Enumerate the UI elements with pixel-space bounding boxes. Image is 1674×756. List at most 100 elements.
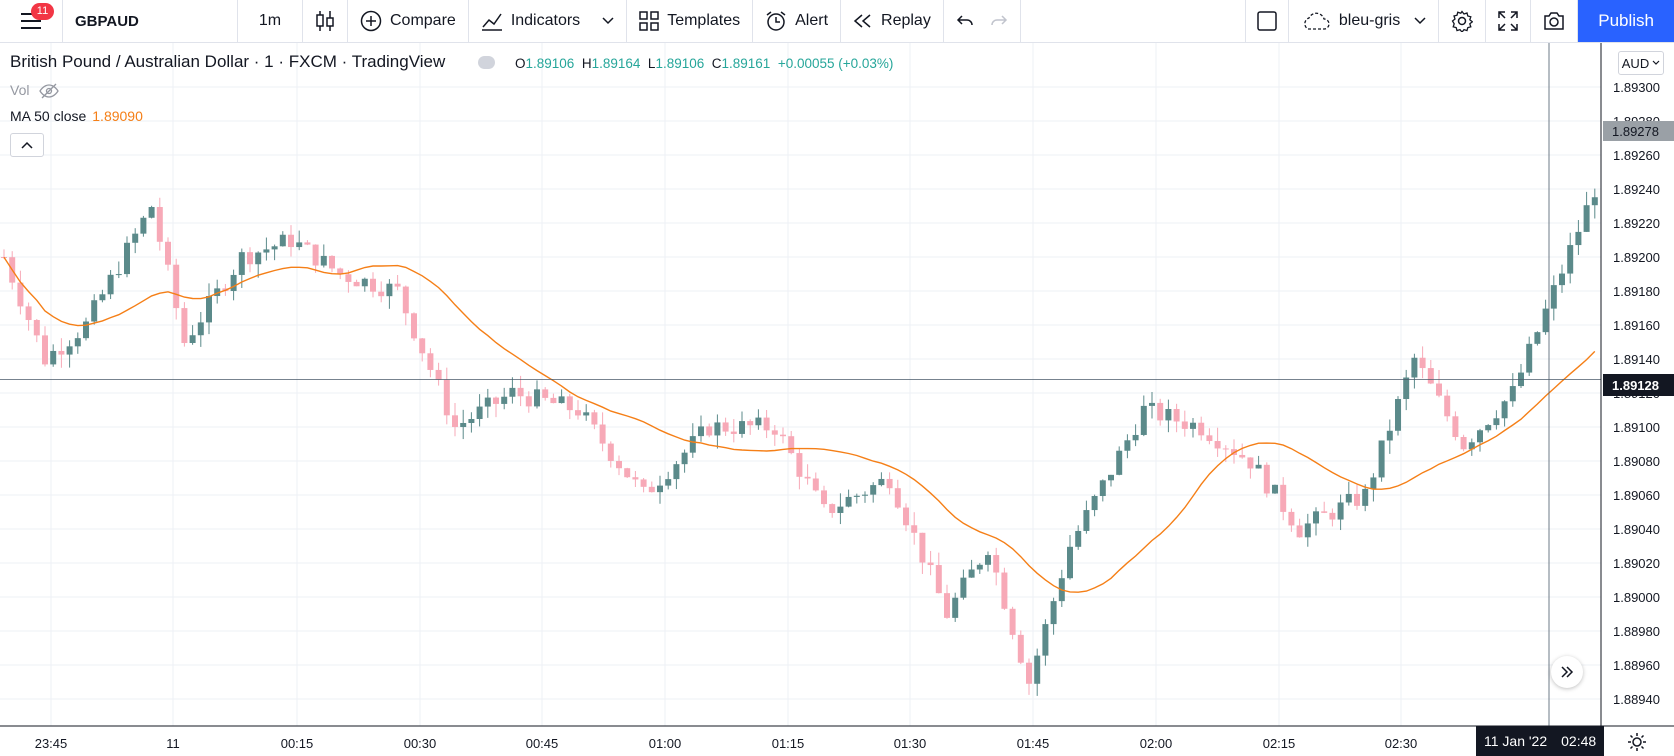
candle-body <box>1427 368 1434 384</box>
candle-body <box>903 507 909 526</box>
chevron-down-icon[interactable] <box>602 17 614 25</box>
candle-body <box>952 597 959 618</box>
sun-settings-icon <box>1628 732 1646 751</box>
candle-body <box>1091 496 1098 511</box>
candle-body <box>329 255 335 269</box>
candle-body <box>230 274 237 291</box>
candle-body <box>911 525 918 533</box>
price-tick-label: 1.89300 <box>1613 80 1660 95</box>
interval-button[interactable]: 1m <box>238 0 303 42</box>
candle-body <box>607 443 614 461</box>
candle-body <box>460 422 467 428</box>
collapse-legend-button[interactable] <box>10 133 44 157</box>
time-tick-label: 11 <box>166 736 180 751</box>
candle-body <box>566 396 573 411</box>
candle-body <box>1247 457 1254 469</box>
candle-body <box>468 419 475 423</box>
candle-body <box>1067 546 1073 579</box>
candle-body <box>894 488 901 508</box>
candle-body <box>886 478 893 489</box>
candle-body <box>435 369 442 380</box>
alert-label: Alert <box>795 12 829 29</box>
price-tick-label: 1.88980 <box>1613 624 1660 639</box>
time-axis-ticks: 23:45 11 00:15 00:30 00:45 01:00 01:15 01:30 01:… <box>35 736 1418 751</box>
publish-button[interactable]: Publish <box>1578 0 1674 42</box>
candle-body <box>361 278 368 287</box>
symbol-title[interactable]: British Pound / Australian Dollar · 1 · … <box>10 52 446 71</box>
price-chart[interactable]: 1.893001.892801.892601.892401.892201.892… <box>0 43 1674 756</box>
candle-body <box>345 274 352 282</box>
candle-body <box>1001 572 1008 609</box>
candle-body <box>173 264 180 309</box>
crosshair-time: 02:48 <box>1561 733 1597 749</box>
layout-name-button[interactable]: bleu-gris <box>1289 0 1440 42</box>
candle-body <box>1395 399 1401 431</box>
price-tick-label: 1.89180 <box>1613 284 1660 299</box>
candle-body <box>394 283 401 287</box>
alert-button[interactable]: Alert <box>753 0 842 42</box>
candle-body <box>42 335 48 365</box>
alarm-clock-icon <box>766 11 786 31</box>
candle-body <box>1468 442 1475 450</box>
candle-body <box>1017 634 1024 663</box>
main-menu-button[interactable]: 11 <box>0 0 63 42</box>
candle-body <box>509 387 516 397</box>
candle-body <box>681 452 688 465</box>
time-tick-label: 02:30 <box>1385 736 1418 751</box>
candle-body <box>33 320 40 336</box>
price-tick-label: 1.89080 <box>1613 454 1660 469</box>
candle-body <box>1550 285 1557 309</box>
symbol-search-button[interactable]: GBPAUD <box>63 0 238 42</box>
price-tick-label: 1.89200 <box>1613 250 1660 265</box>
candle-body <box>935 565 942 594</box>
redo-icon[interactable] <box>990 14 1008 28</box>
candle-body <box>812 478 819 491</box>
candle-body <box>1583 205 1590 232</box>
candle-body <box>1206 435 1213 442</box>
candle-body <box>640 479 647 487</box>
camera-icon <box>1544 12 1564 30</box>
candle-body <box>1362 488 1369 506</box>
crosshair-price-label: 1.89128 <box>1603 374 1674 396</box>
candle-body <box>312 244 319 266</box>
settings-button[interactable] <box>1439 0 1487 42</box>
low-label: L <box>647 56 656 71</box>
candle-body <box>1386 430 1393 441</box>
undo-icon[interactable] <box>956 14 974 28</box>
legend-toggle-pill[interactable] <box>478 56 495 69</box>
candle-body <box>1042 624 1049 656</box>
chart-type-button[interactable] <box>303 0 348 42</box>
candle-body <box>91 300 98 322</box>
candle-body <box>1485 425 1492 431</box>
candle-body <box>247 252 253 265</box>
templates-button[interactable]: Templates <box>627 0 754 42</box>
candle-body <box>1542 308 1549 333</box>
candle-body <box>763 417 770 431</box>
toolbar-spacer <box>1021 0 1246 42</box>
axis-settings-button[interactable] <box>1600 727 1674 756</box>
replay-button[interactable]: Replay <box>841 0 944 42</box>
fullscreen-button[interactable] <box>1486 0 1532 42</box>
candle-body <box>993 555 1000 573</box>
crosshair-date: 11 Jan '22 <box>1484 733 1548 749</box>
candle-body <box>821 490 827 505</box>
candle-body <box>1239 454 1246 458</box>
candle-body <box>632 477 639 480</box>
ma-label: MA 50 close <box>10 108 87 124</box>
ma-legend[interactable]: MA 50 close 1.89090 <box>10 108 143 124</box>
candle-body <box>599 424 606 444</box>
candle-body <box>107 274 114 295</box>
scroll-to-realtime-button[interactable] <box>1551 656 1583 688</box>
indicators-button[interactable]: Indicators <box>469 0 628 42</box>
compare-button[interactable]: Compare <box>348 0 469 42</box>
volume-legend[interactable]: Vol <box>10 82 60 99</box>
currency-button[interactable]: AUD <box>1618 51 1664 75</box>
candle-body <box>1181 421 1188 429</box>
eye-hidden-icon[interactable] <box>39 83 60 99</box>
candle-body <box>50 350 57 365</box>
candle-body <box>279 234 286 247</box>
candle-body <box>796 453 803 477</box>
snapshot-button[interactable] <box>1531 0 1579 42</box>
layout-select-button[interactable] <box>1246 0 1289 42</box>
candle-body <box>320 255 327 266</box>
